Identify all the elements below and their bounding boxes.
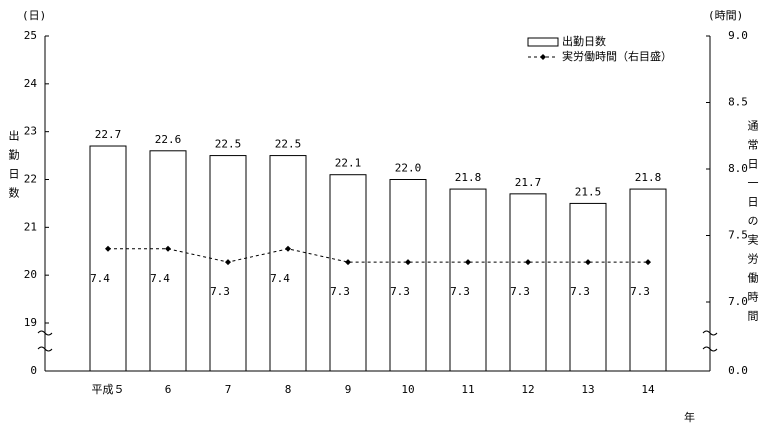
x-tick-label: 8 — [285, 383, 292, 396]
line — [108, 248, 648, 263]
bar-value-label: 22.6 — [155, 133, 182, 146]
y-tick-label: 25 — [24, 29, 37, 42]
line-marker — [525, 259, 531, 266]
bar-value-label: 22.7 — [95, 128, 122, 141]
x-tick-label: 11 — [461, 383, 474, 396]
y2-tick-label: 8.5 — [728, 96, 748, 109]
y2-axis-label: 通常日一日の実労働時間 — [746, 120, 759, 329]
y-tick-label: 23 — [24, 125, 37, 138]
axis-break — [37, 330, 718, 352]
x-tick-label: 13 — [581, 383, 594, 396]
bar — [329, 174, 367, 372]
bar — [269, 155, 307, 372]
y-tick-label: 22 — [24, 173, 37, 186]
line-marker — [105, 245, 111, 252]
y-tick-label: 0 — [30, 364, 37, 377]
bar-value-label: 22.0 — [395, 162, 422, 175]
bar — [149, 150, 187, 372]
bar — [389, 179, 427, 372]
bar-value-label: 21.5 — [575, 185, 602, 198]
x-tick-label: 9 — [345, 383, 352, 396]
y-tick-label: 20 — [24, 268, 37, 281]
bar-value-label: 21.8 — [455, 171, 482, 184]
legend-label: 出勤日数 — [562, 34, 606, 48]
line-value-label: 7.3 — [630, 285, 650, 298]
bar-value-label: 21.8 — [635, 171, 662, 184]
line-marker — [465, 259, 471, 266]
line-marker — [585, 259, 591, 266]
legend-swatch — [527, 37, 559, 47]
line-value-label: 7.3 — [450, 285, 470, 298]
bar-value-label: 22.5 — [215, 138, 242, 151]
x-tick-label: 14 — [641, 383, 655, 396]
line-marker — [225, 259, 231, 266]
line-value-label: 7.4 — [270, 272, 290, 285]
legend-label: 実労働時間（右目盛） — [562, 49, 672, 63]
x-axis-label: 年 — [684, 410, 695, 424]
bar — [89, 145, 127, 372]
x-tick-label: 平成５ — [92, 383, 125, 396]
y-unit-label: (日) — [22, 9, 46, 22]
x-tick-label: 6 — [165, 383, 172, 396]
y2-tick-label: 7.0 — [728, 295, 748, 308]
line-value-label: 7.3 — [330, 285, 350, 298]
line-marker — [645, 259, 651, 266]
y-axis-label: 出勤日数 — [7, 129, 20, 206]
line-value-label: 7.3 — [390, 285, 410, 298]
line-value-label: 7.4 — [90, 272, 110, 285]
y2-tick-label: 9.0 — [728, 29, 748, 42]
line-marker — [405, 259, 411, 266]
line-value-label: 7.3 — [210, 285, 230, 298]
bar-value-label: 21.7 — [515, 176, 542, 189]
line-marker — [345, 259, 351, 266]
bar — [509, 193, 547, 372]
line-value-label: 7.3 — [510, 285, 530, 298]
y2-tick-label: 8.0 — [728, 162, 748, 175]
legend-marker — [540, 54, 546, 60]
bar — [449, 188, 487, 372]
y-tick-label: 21 — [24, 220, 37, 233]
line-value-label: 7.4 — [150, 272, 170, 285]
y-tick-label: 24 — [24, 77, 38, 90]
y2-unit-label: (時間) — [708, 9, 743, 22]
bar — [629, 188, 667, 372]
y2-tick-label: 7.5 — [728, 229, 748, 242]
line-value-label: 7.3 — [570, 285, 590, 298]
x-tick-label: 7 — [225, 383, 232, 396]
bar — [569, 202, 607, 372]
y-tick-label: 19 — [24, 316, 37, 329]
x-tick-label: 10 — [401, 383, 414, 396]
x-tick-label: 12 — [521, 383, 534, 396]
bar-value-label: 22.5 — [275, 138, 302, 151]
line-marker — [285, 245, 291, 252]
line-marker — [165, 245, 171, 252]
y2-tick-label: 0.0 — [728, 364, 748, 377]
bar-value-label: 22.1 — [335, 157, 362, 170]
